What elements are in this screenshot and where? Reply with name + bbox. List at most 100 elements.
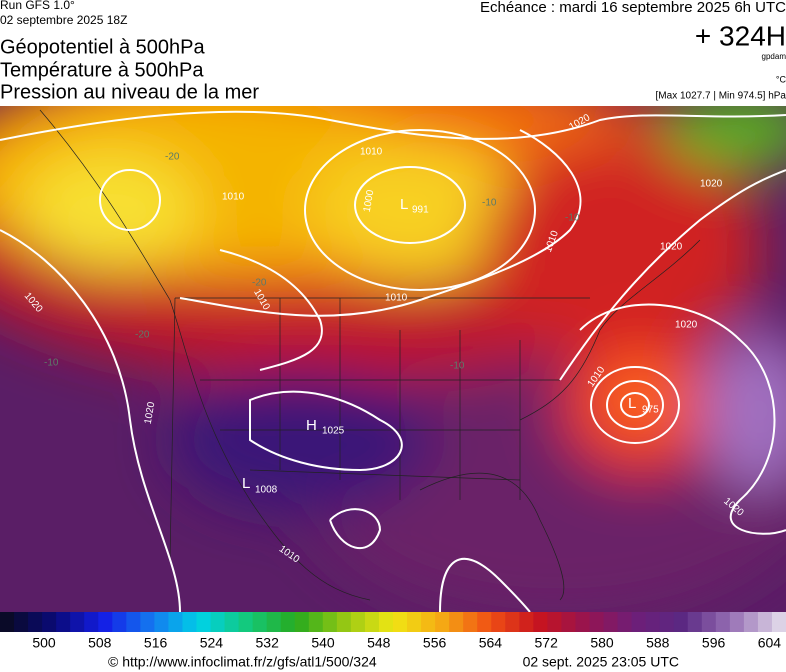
colorbar-swatch (645, 612, 661, 632)
isobar-label: 1020 (675, 320, 698, 331)
low-value: 975 (642, 405, 659, 416)
colorbar-swatch (238, 612, 254, 632)
temp-label: -10 (482, 198, 497, 209)
isobar-label: 1020 (660, 242, 683, 253)
title-line: Température à 500hPa (0, 59, 204, 81)
high-value: 1025 (322, 426, 345, 437)
colorbar-swatch (589, 612, 605, 632)
colorbar-swatch (294, 612, 310, 632)
colorbar-swatch (336, 612, 352, 632)
colorbar-label: 572 (535, 635, 559, 651)
colorbar-swatch (603, 612, 619, 632)
colorbar-swatch (519, 612, 534, 632)
colorbar-swatch (533, 612, 548, 632)
colorbar-swatch (28, 612, 43, 632)
colorbar-swatch (42, 612, 57, 632)
colorbar-swatch (182, 612, 197, 632)
colorbar-swatch (210, 612, 226, 632)
isobar-label: 1010 (222, 192, 245, 203)
colorbar-swatch (771, 612, 786, 632)
colorbar-swatch (393, 612, 408, 632)
colorbar-swatch (701, 612, 717, 632)
colorbar-swatch (673, 612, 689, 632)
colorbar-label: 604 (758, 635, 782, 651)
colorbar-swatch (407, 612, 422, 632)
map: 1020 -20 1010 1010 1000 L 991 -10 1010 1… (0, 106, 786, 612)
colorbar-swatch (56, 612, 71, 632)
colorbar-swatch (659, 612, 675, 632)
colorbar-swatch (196, 612, 212, 632)
colorbar-swatch (715, 612, 731, 632)
colorbar-label: 556 (423, 635, 447, 651)
colorbar-label: 532 (256, 635, 280, 651)
temp-unit: °C (776, 74, 786, 84)
colorbar-swatch (491, 612, 506, 632)
run-label: Run GFS 1.0° (0, 0, 75, 12)
colorbar-swatch (84, 612, 99, 632)
colorbar-label: 564 (479, 635, 503, 651)
colorbar-swatch (463, 612, 478, 632)
lead-time: + 324H (695, 20, 786, 51)
colorbar-label: 524 (200, 635, 224, 651)
forecast-time: Echéance : mardi 16 septembre 2025 6h UT… (480, 0, 786, 16)
colorbar-swatch (729, 612, 745, 632)
temp-label: -20 (135, 330, 150, 341)
source-url: © http://www.infoclimat.fr/z/gfs/atl1/50… (108, 654, 377, 670)
isobar-label: 1000 (362, 189, 377, 213)
low-value: 991 (412, 205, 429, 216)
colorbar-swatch (364, 612, 380, 632)
colorbar-label: 540 (311, 635, 335, 651)
colorbar-swatch (561, 612, 576, 632)
colorbar-swatch (743, 612, 759, 632)
colorbar-swatch (757, 612, 773, 632)
timestamp: 02 sept. 2025 23:05 UTC (523, 654, 679, 670)
low-marker: L (400, 196, 408, 213)
colorbar-swatch (477, 612, 492, 632)
geo-unit: gpdam (762, 52, 786, 61)
isobars (0, 110, 786, 612)
colorbar-swatch (350, 612, 366, 632)
isobar-label: 1010 (360, 147, 383, 158)
temp-label: -10 (44, 358, 59, 369)
colorbar-swatch (168, 612, 183, 632)
low-marker: L (242, 475, 250, 492)
colorbar-swatch (112, 612, 127, 632)
colorbar-label: 580 (590, 635, 614, 651)
colorbar-swatch (98, 612, 113, 632)
colorbar-swatch (266, 612, 282, 632)
colorbar-swatch (126, 612, 141, 632)
colorbar-swatch (449, 612, 464, 632)
colorbar-swatch (0, 612, 15, 632)
isobar-label: 1020 (143, 401, 158, 425)
colorbar-label: 596 (702, 635, 726, 651)
colorbar-swatch (575, 612, 590, 632)
colorbar-label: 500 (32, 635, 56, 651)
pressure-range: [Max 1027.7 | Min 974.5] hPa (656, 91, 786, 102)
colorbar-swatch (687, 612, 703, 632)
low-value: 1008 (255, 485, 278, 496)
colorbar-swatch (421, 612, 436, 632)
colorbar-label: 508 (88, 635, 112, 651)
colorbar-swatch (280, 612, 296, 632)
colorbar-swatch (547, 612, 562, 632)
colorbar-swatch (252, 612, 268, 632)
borders (39, 109, 701, 601)
title-line: Géopotentiel à 500hPa (0, 36, 205, 58)
colorbar-swatch (70, 612, 85, 632)
colorbar-label: 588 (646, 635, 670, 651)
low-marker: L (628, 395, 636, 412)
colorbar: 500 508 516 524 532 540 548 556 564 572 580 588 596 6… (0, 612, 786, 651)
colorbar-swatch (617, 612, 633, 632)
temp-label: -20 (165, 152, 180, 163)
colorbar-swatch (322, 612, 338, 632)
isobar-label: 1020 (700, 179, 723, 190)
temp-label: -20 (252, 278, 267, 289)
colorbar-swatch (505, 612, 520, 632)
colorbar-label: 516 (144, 635, 168, 651)
colorbar-swatch (378, 612, 394, 632)
colorbar-swatch (308, 612, 324, 632)
isobar-label: 1010 (385, 293, 408, 304)
title-line: Pression au niveau de la mer (0, 81, 259, 103)
colorbar-swatch (631, 612, 647, 632)
